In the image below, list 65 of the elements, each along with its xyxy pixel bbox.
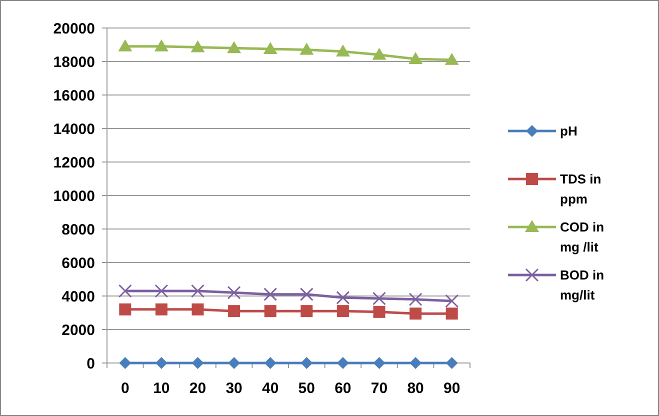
point: [118, 284, 132, 298]
point: [190, 40, 205, 52]
point: [336, 305, 349, 318]
y-tick-label: 6000: [62, 254, 95, 272]
point: [300, 357, 313, 369]
x-tick-label: 0: [120, 380, 130, 397]
y-tick-label: 12000: [53, 154, 95, 172]
point: [264, 288, 278, 302]
point: [228, 357, 240, 369]
point: [228, 305, 240, 318]
point: [410, 308, 422, 320]
point: [446, 308, 458, 320]
y-tick-label: 14000: [53, 120, 95, 138]
y-tick-label: 8000: [62, 221, 95, 238]
point: [191, 284, 204, 298]
x-tick-label: 80: [407, 380, 424, 397]
x-tick-label: 40: [262, 380, 279, 397]
point: [119, 357, 132, 369]
legend-label: pH: [560, 124, 578, 139]
point: [154, 39, 168, 52]
point: [336, 357, 349, 369]
y-tick-label: 4000: [62, 288, 95, 306]
point: [372, 292, 386, 306]
point: [227, 41, 242, 54]
point: [192, 357, 204, 369]
point: [410, 357, 422, 369]
y-tick-label: 0: [86, 355, 95, 372]
point: [192, 303, 204, 316]
point: [119, 303, 132, 316]
point: [408, 292, 422, 306]
point: [155, 303, 168, 316]
point: [446, 357, 458, 369]
y-tick-label: 16000: [53, 87, 95, 104]
point: [154, 284, 168, 298]
x-tick-label: 30: [226, 380, 242, 397]
legend-label: TDS in ppm: [560, 172, 602, 207]
point: [300, 42, 314, 55]
point: [336, 290, 350, 304]
y-tick-label: 20000: [53, 20, 95, 38]
point: [264, 305, 276, 318]
y-tick-label: 2000: [62, 322, 95, 339]
point: [263, 42, 278, 54]
legend-label: BOD in mg/lit: [560, 268, 604, 303]
x-tick-label: 20: [189, 380, 206, 397]
point: [408, 52, 423, 64]
point: [264, 357, 276, 369]
point: [227, 286, 241, 300]
x-tick-label: 50: [298, 380, 315, 397]
point: [300, 288, 314, 302]
y-tick-label: 18000: [53, 54, 95, 71]
point: [118, 39, 132, 52]
point: [336, 44, 350, 56]
x-tick-label: 70: [370, 380, 388, 397]
point: [373, 306, 386, 318]
point: [445, 294, 459, 308]
point: [155, 357, 168, 369]
point: [444, 52, 459, 65]
point: [372, 48, 386, 60]
x-tick-label: 90: [444, 380, 460, 397]
point: [373, 357, 386, 369]
legend-label: COD in mg /lit: [560, 220, 604, 255]
x-tick-label: 60: [334, 380, 352, 397]
point: [300, 305, 313, 318]
x-tick-label: 10: [153, 380, 170, 397]
y-tick-label: 10000: [53, 188, 95, 205]
